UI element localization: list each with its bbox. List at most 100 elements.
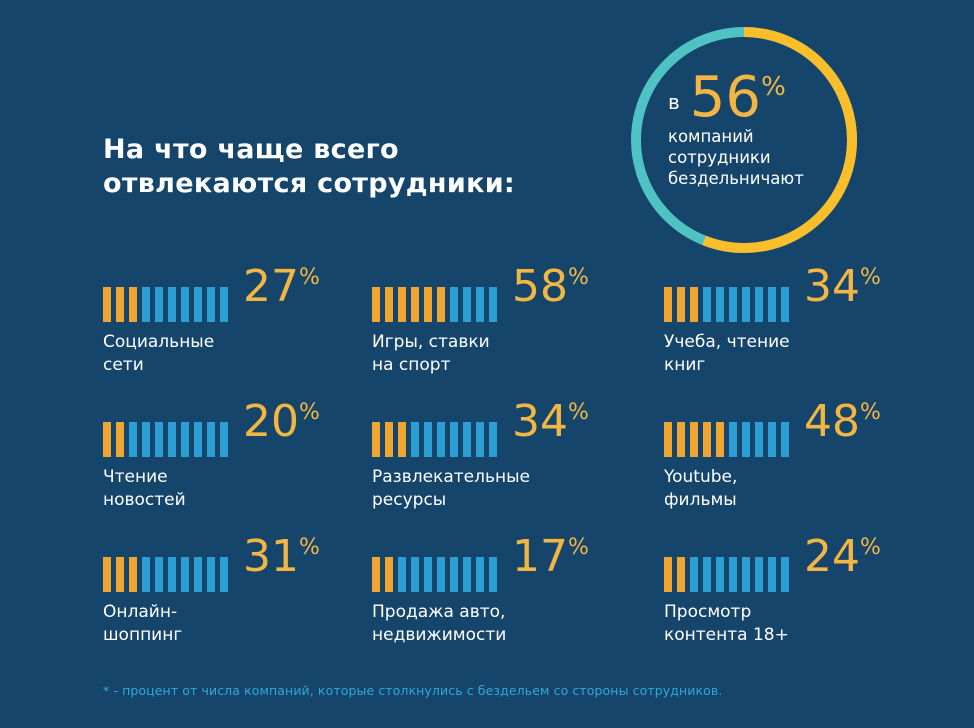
segment-empty (194, 422, 202, 457)
segment-empty (181, 287, 189, 322)
title-line-1: На что чаще всего (103, 134, 399, 165)
category-label-line-1: Игры, ставки (372, 332, 490, 352)
category-label: Просмотр контента 18+ (664, 601, 789, 647)
category-item: 20% Чтение новостей (103, 398, 343, 528)
segment-filled (129, 287, 137, 322)
value-label: 27% (243, 263, 320, 311)
value-label: 24% (804, 533, 881, 581)
segment-empty (398, 557, 406, 592)
value-percent-sign: % (568, 535, 589, 560)
segment-filled (664, 422, 672, 457)
segment-empty (168, 287, 176, 322)
segment-empty (424, 422, 432, 457)
segment-empty (781, 287, 789, 322)
segment-empty (781, 422, 789, 457)
category-label-line-2: новостей (103, 490, 186, 510)
value-percent-sign: % (568, 400, 589, 425)
segment-empty (168, 557, 176, 592)
segment-empty (220, 557, 228, 592)
value-label: 58% (512, 263, 589, 311)
category-label-line-1: Учеба, чтение (664, 332, 790, 352)
donut-line-1: компаний (668, 127, 754, 146)
segment-empty (476, 287, 484, 322)
category-label: Игры, ставки на спорт (372, 331, 490, 377)
value-number: 34 (804, 261, 860, 312)
segment-filled (437, 287, 445, 322)
segment-filled (385, 422, 393, 457)
segment-filled (129, 557, 137, 592)
donut-ring (631, 27, 857, 253)
donut-line-3: бездельничают (668, 169, 804, 188)
value-number: 58 (512, 261, 568, 312)
segment-bar-svg (103, 422, 228, 457)
segment-empty (729, 557, 737, 592)
segment-bar-svg (103, 287, 228, 322)
segment-bar-svg (664, 287, 789, 322)
category-label-line-2: шоппинг (103, 625, 183, 645)
segment-filled (372, 422, 380, 457)
segment-empty (781, 557, 789, 592)
segment-filled (385, 287, 393, 322)
value-number: 17 (512, 531, 568, 582)
segment-empty (207, 422, 215, 457)
value-number: 20 (243, 396, 299, 447)
segment-empty (181, 557, 189, 592)
category-label: Учеба, чтение книг (664, 331, 790, 377)
value-number: 27 (243, 261, 299, 312)
segment-empty (729, 422, 737, 457)
value-percent-sign: % (299, 400, 320, 425)
segment-filled (677, 287, 685, 322)
segment-empty (155, 422, 163, 457)
segment-filled (116, 422, 124, 457)
segment-empty (411, 557, 419, 592)
category-label-line-2: на спорт (372, 355, 451, 375)
category-label-line-2: ресурсы (372, 490, 447, 510)
category-label-line-1: Чтение (103, 467, 168, 487)
segment-bar (372, 557, 500, 593)
segment-bar (103, 287, 231, 323)
segment-empty (220, 422, 228, 457)
segment-empty (716, 557, 724, 592)
value-percent-sign: % (299, 535, 320, 560)
segment-filled (385, 557, 393, 592)
segment-empty (142, 557, 150, 592)
category-label-line-1: Просмотр (664, 602, 752, 622)
segment-empty (181, 422, 189, 457)
value-label: 17% (512, 533, 589, 581)
segment-empty (716, 287, 724, 322)
segment-filled (703, 422, 711, 457)
segment-bar (664, 557, 792, 593)
segment-empty (768, 557, 776, 592)
category-item: 17% Продажа авто, недвижимости (372, 533, 612, 663)
segment-bar-svg (372, 422, 497, 457)
segment-bar-svg (664, 557, 789, 592)
category-item: 34% Учеба, чтение книг (664, 263, 904, 393)
segment-filled (690, 287, 698, 322)
segment-bar (664, 287, 792, 323)
value-number: 24 (804, 531, 860, 582)
category-label-line-2: фильмы (664, 490, 737, 510)
segment-empty (742, 557, 750, 592)
category-label-line-1: Социальные (103, 332, 215, 352)
category-label-line-2: сети (103, 355, 144, 375)
segment-empty (463, 422, 471, 457)
segment-bar-svg (372, 287, 497, 322)
category-item: 48% Youtube, фильмы (664, 398, 904, 528)
segment-empty (450, 422, 458, 457)
segment-filled (677, 557, 685, 592)
segment-filled (103, 557, 111, 592)
category-item: 27% Социальные сети (103, 263, 343, 393)
donut-value: 56 (689, 65, 762, 130)
category-label: Онлайн-шоппинг (103, 601, 182, 647)
segment-bar (103, 557, 231, 593)
segment-empty (450, 557, 458, 592)
segment-empty (129, 422, 137, 457)
category-label-line-1: Развлекательные (372, 467, 530, 487)
segment-bar-svg (664, 422, 789, 457)
segment-bar (372, 422, 500, 458)
donut-prefix: в (668, 90, 680, 114)
segment-bar-svg (103, 557, 228, 592)
segment-empty (437, 422, 445, 457)
category-label-line-1: Онлайн- (103, 602, 178, 622)
donut-value-arc (631, 27, 857, 253)
